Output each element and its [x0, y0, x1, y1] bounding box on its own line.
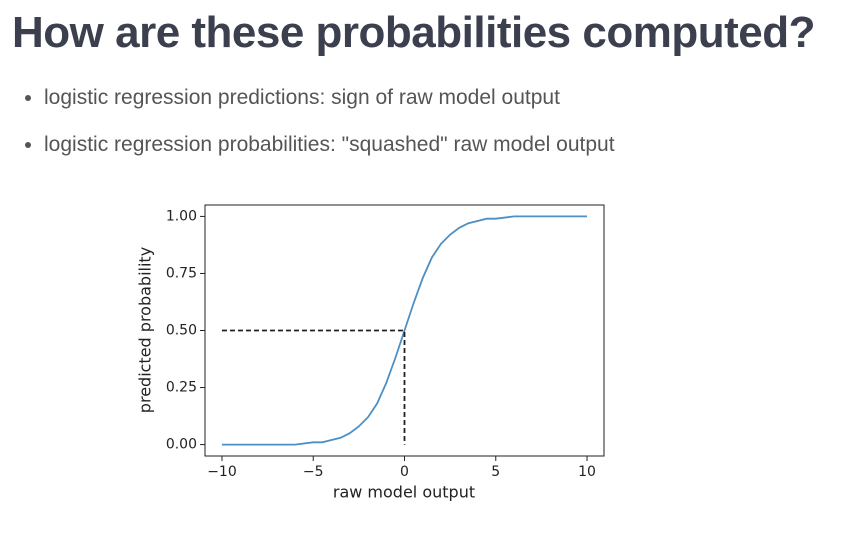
x-tick-label: 5 [491, 464, 500, 480]
y-tick-label: 0.75 [166, 265, 197, 281]
x-tick-label: 10 [578, 464, 596, 480]
y-axis-label: predicted probability [136, 247, 155, 413]
x-tick-label: −5 [303, 464, 324, 480]
dashed-line [221, 329, 406, 445]
bullet-list: logistic regression predictions: sign of… [0, 86, 615, 180]
slide-title: How are these probabilities computed? [12, 8, 815, 57]
y-tick-label: 0.00 [166, 437, 197, 453]
y-tick-label: 0.50 [166, 323, 197, 339]
x-axis-label: raw model output [333, 483, 475, 502]
bullet: logistic regression probabilities: "squa… [44, 133, 615, 157]
y-tick-label: 1.00 [166, 208, 197, 224]
x-tick-label: 0 [400, 464, 409, 480]
bullet: logistic regression predictions: sign of… [44, 86, 615, 110]
y-tick-label: 0.25 [166, 380, 197, 396]
line [221, 215, 588, 446]
x-tick-label: −10 [207, 464, 237, 480]
